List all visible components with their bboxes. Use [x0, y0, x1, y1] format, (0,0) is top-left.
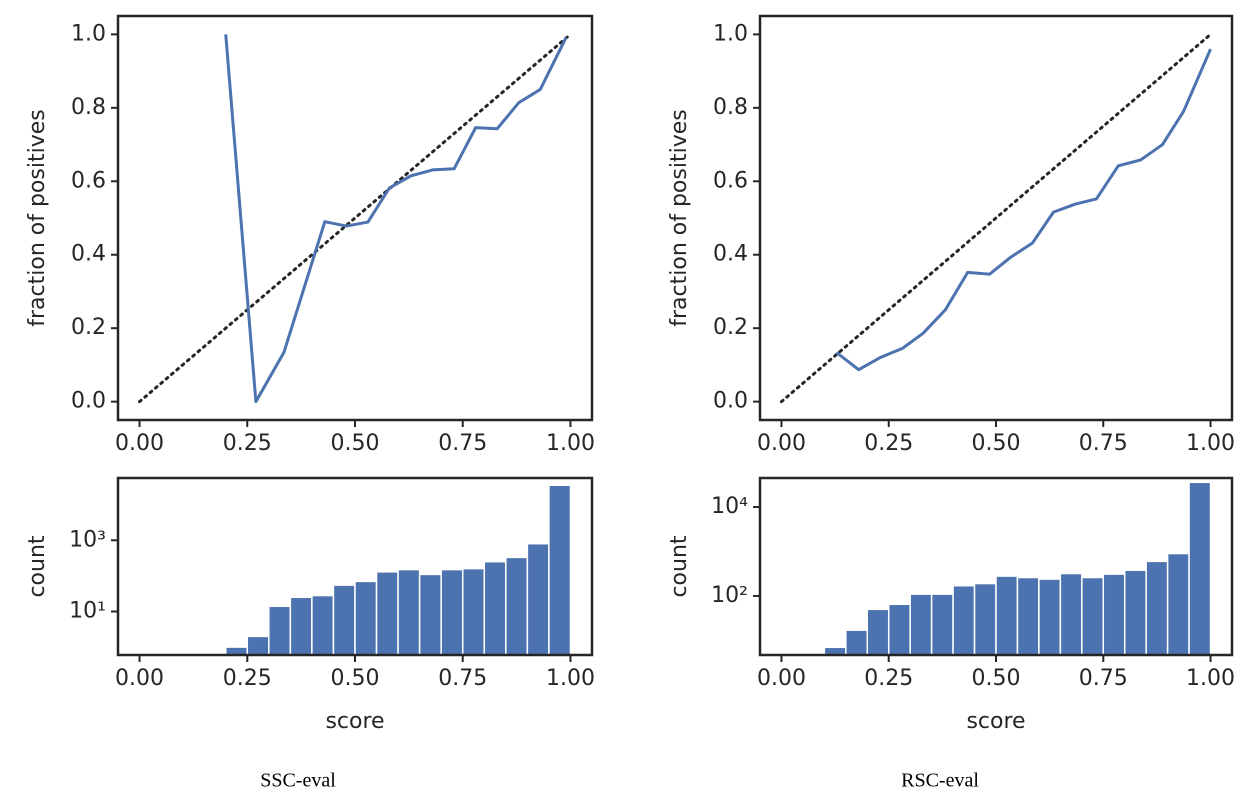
- caption: RSC-eval: [901, 770, 979, 792]
- y-axis-label: count: [667, 535, 692, 597]
- x-tick-label: 0.50: [331, 666, 380, 691]
- bar: [505, 556, 529, 656]
- x-tick-label: 0.50: [972, 431, 1021, 456]
- x-tick-label: 0.25: [864, 666, 913, 691]
- bar: [973, 582, 997, 656]
- bar: [845, 629, 869, 656]
- bar: [887, 603, 911, 656]
- y-tick-label: 0.8: [713, 95, 748, 120]
- bar: [1123, 569, 1147, 656]
- y-tick-label: 1.0: [713, 21, 748, 46]
- bar: [461, 567, 486, 656]
- y-axis-label: count: [25, 535, 50, 597]
- bar: [1059, 572, 1083, 656]
- x-tick-label: 0.75: [438, 666, 487, 691]
- x-tick-label: 0.25: [223, 666, 272, 691]
- y-tick-label: 10⁴: [711, 494, 748, 519]
- y-tick-label: 10¹: [69, 598, 106, 623]
- bar: [289, 596, 313, 656]
- x-tick-label: 0.00: [115, 666, 164, 691]
- bar: [483, 560, 507, 656]
- y-tick-label: 0.8: [71, 95, 106, 120]
- x-tick-label: 1.00: [546, 431, 595, 456]
- bar: [995, 575, 1019, 656]
- y-tick-label: 1.0: [71, 21, 106, 46]
- bar: [375, 571, 399, 656]
- reference-line: [779, 32, 1213, 404]
- x-tick-label: 0.00: [757, 431, 806, 456]
- y-tick-label: 0.0: [713, 389, 748, 414]
- bar: [354, 580, 378, 656]
- bar: [526, 542, 550, 656]
- bar: [1102, 573, 1126, 656]
- x-tick-label: 0.25: [223, 431, 272, 456]
- x-tick-label: 1.00: [546, 666, 595, 691]
- y-tick-label: 0.6: [71, 168, 106, 193]
- y-tick-label: 0.6: [713, 168, 748, 193]
- caption: SSC-eval: [260, 770, 336, 792]
- x-tick-label: 0.00: [115, 431, 164, 456]
- y-tick-label: 0.0: [71, 389, 106, 414]
- bar: [1016, 576, 1040, 656]
- bar: [1166, 552, 1190, 656]
- bar: [1145, 560, 1169, 656]
- bar: [397, 568, 421, 656]
- bar: [440, 568, 464, 656]
- y-axis-label: fraction of positives: [25, 109, 50, 326]
- x-tick-label: 0.25: [864, 431, 913, 456]
- x-tick-label: 0.50: [331, 431, 380, 456]
- bar: [268, 605, 292, 656]
- bar: [311, 594, 335, 656]
- bar: [909, 593, 933, 656]
- axes-frame: [758, 476, 1234, 657]
- x-tick-label: 1.00: [1186, 431, 1235, 456]
- y-tick-label: 10²: [711, 583, 748, 608]
- y-tick-label: 0.2: [71, 315, 106, 340]
- x-tick-label: 0.75: [1079, 431, 1128, 456]
- y-tick-label: 0.4: [713, 242, 748, 267]
- y-tick-label: 10³: [69, 527, 106, 552]
- x-axis-label: score: [325, 709, 384, 734]
- reference-line: [138, 32, 572, 404]
- axes-frame: [116, 14, 594, 422]
- bar: [1038, 578, 1062, 656]
- bar: [332, 584, 356, 656]
- x-tick-label: 0.75: [1079, 666, 1128, 691]
- bar: [1188, 481, 1212, 656]
- line: [835, 48, 1212, 372]
- x-axis-label: score: [966, 709, 1025, 734]
- y-tick-label: 0.4: [71, 242, 106, 267]
- x-tick-label: 0.50: [972, 666, 1021, 691]
- axes-frame: [116, 476, 594, 657]
- bar: [1081, 576, 1105, 656]
- bar: [952, 584, 976, 656]
- x-tick-label: 0.00: [757, 666, 806, 691]
- bar: [548, 484, 572, 656]
- axes-frame: [758, 14, 1234, 422]
- x-tick-label: 1.00: [1186, 666, 1235, 691]
- bar: [866, 608, 890, 656]
- y-axis-label: fraction of positives: [667, 109, 692, 326]
- bar: [930, 593, 954, 656]
- bar: [246, 635, 270, 656]
- line: [224, 34, 568, 404]
- x-tick-label: 0.75: [438, 431, 487, 456]
- y-tick-label: 0.2: [713, 315, 748, 340]
- bar: [418, 573, 442, 656]
